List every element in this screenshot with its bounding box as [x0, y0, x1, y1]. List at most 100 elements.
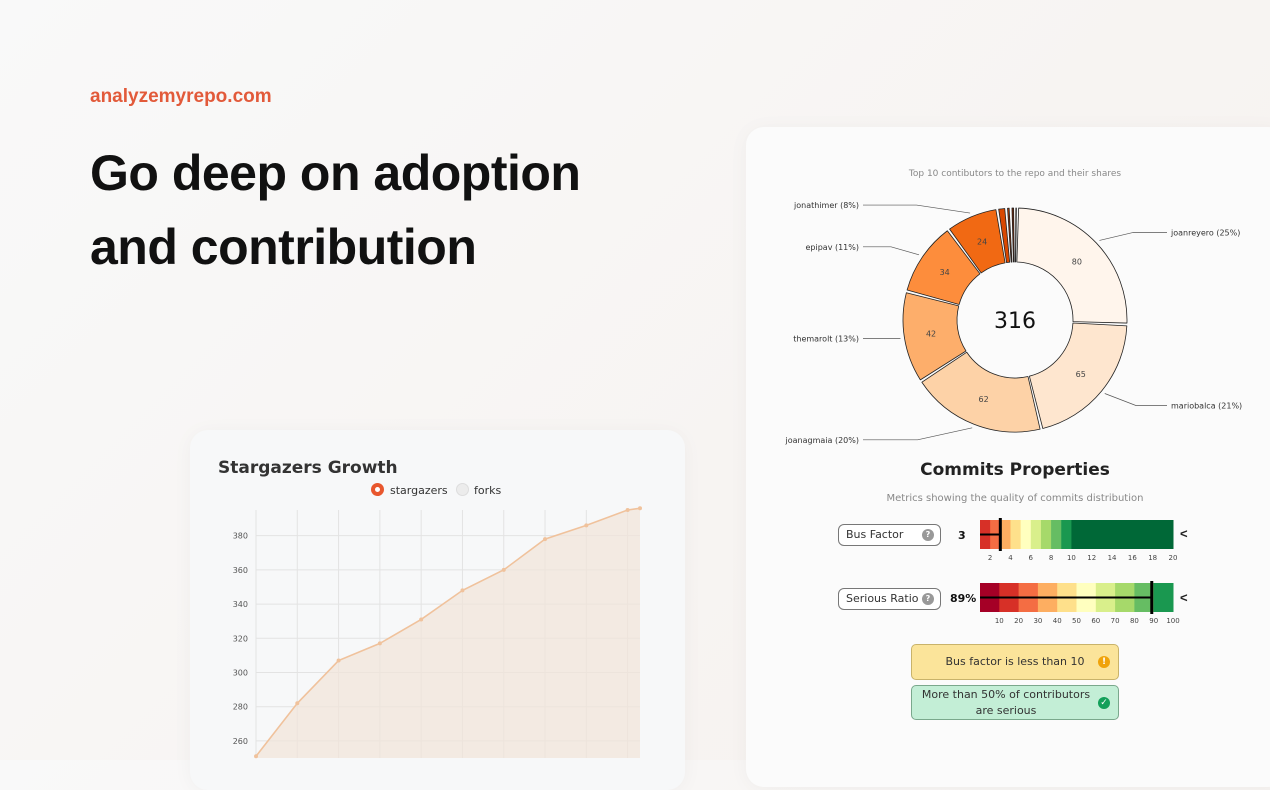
gauge-tick-label: 10: [1067, 554, 1076, 562]
data-point[interactable]: [638, 506, 642, 511]
headline-line-1: Go deep on adoption: [90, 145, 581, 201]
donut-slice[interactable]: [1015, 207, 1017, 263]
y-tick-label: 320: [233, 634, 248, 643]
y-tick-label: 280: [233, 703, 248, 712]
donut-total: 316: [994, 309, 1036, 334]
commits-properties-title: Commits Properties: [920, 460, 1110, 480]
y-tick-label: 300: [233, 668, 248, 677]
slice-name-label: themarolt (13%): [793, 334, 859, 343]
donut-slice[interactable]: [949, 209, 1006, 274]
gauge-band: [1061, 520, 1072, 549]
contributors-card: Top 10 contibutors to the repo and their…: [746, 127, 1270, 787]
donut-slice[interactable]: [1007, 207, 1013, 263]
data-point[interactable]: [501, 567, 506, 572]
gauge-tick-label: 2: [988, 554, 992, 562]
legend-stargazers-label[interactable]: stargazers: [390, 484, 448, 497]
gauge-tick-label: 100: [1166, 617, 1179, 625]
gauge-tick-label: 50: [1072, 617, 1081, 625]
stargazers-title: Stargazers Growth: [218, 458, 398, 478]
data-point[interactable]: [377, 641, 382, 646]
gauge-tick-label: 18: [1148, 554, 1157, 562]
check-icon: ✓: [1098, 696, 1110, 709]
donut-slice[interactable]: [998, 208, 1011, 264]
slice-value-label: 65: [1076, 370, 1086, 379]
share-icon[interactable]: <: [1180, 526, 1188, 541]
donut-caption: Top 10 contibutors to the repo and their…: [908, 169, 1122, 179]
legend-forks-radio[interactable]: [456, 483, 469, 496]
donut-slice[interactable]: [902, 292, 967, 381]
share-icon[interactable]: <: [1180, 590, 1188, 605]
gauge-band: [1020, 520, 1032, 549]
gauge-tick-label: 4: [1008, 554, 1013, 562]
serious-ratio-label: Serious Ratio: [846, 592, 919, 605]
bus-factor-value: 3: [958, 529, 966, 542]
slice-value-label: 24: [977, 238, 987, 247]
gauge-tick-label: 80: [1130, 617, 1139, 625]
help-icon[interactable]: ?: [922, 529, 934, 541]
gauge-band: [1030, 520, 1042, 549]
gauge-tick-label: 40: [1053, 617, 1062, 625]
slice-value-label: 62: [979, 395, 989, 404]
y-tick-label: 260: [233, 737, 248, 746]
warning-alert-text: Bus factor is less than 10: [945, 655, 1085, 668]
data-point[interactable]: [254, 754, 258, 759]
slice-value-label: 80: [1072, 258, 1082, 267]
slice-value-label: 34: [940, 268, 950, 277]
slice-name-label: mariobalca (21%): [1171, 401, 1242, 410]
gauge-tick-label: 20: [1014, 617, 1023, 625]
gauge-tick-label: 14: [1108, 554, 1117, 562]
gauge-band: [1051, 520, 1062, 549]
stargazers-card: Stargazers Growth stargazers forks 260 28…: [190, 430, 685, 790]
slice-leader-line: [863, 204, 971, 214]
bus-factor-label: Bus Factor: [846, 528, 904, 541]
gauge-band: [1040, 520, 1052, 549]
help-icon[interactable]: ?: [922, 593, 934, 605]
donut-slice[interactable]: [1029, 322, 1128, 429]
gauge-band: [1000, 520, 1011, 549]
brand-label: analyzemyrepo.com: [90, 86, 272, 107]
gauge-tick-label: 12: [1087, 554, 1096, 562]
slice-leader-line: [1104, 393, 1167, 406]
data-point[interactable]: [295, 701, 300, 706]
y-tick-label: 380: [233, 532, 248, 541]
legend-stargazers-radio[interactable]: [371, 483, 384, 496]
contributors-donut-chart: 80 joanreyero (25%) 65 mariobalca (21%) 62 jo…: [785, 201, 1243, 445]
serious-ratio-gauge: 10 20 30 40 50 60 70 80 90 100: [980, 581, 1180, 625]
serious-ratio-value: 89%: [950, 592, 977, 605]
gauge-tick-label: 60: [1091, 617, 1100, 625]
data-point[interactable]: [543, 537, 548, 542]
slice-value-label: 42: [926, 329, 936, 338]
data-point[interactable]: [584, 523, 589, 528]
warning-alert: Bus factor is less than 10 !: [911, 644, 1119, 680]
data-point[interactable]: [460, 588, 465, 593]
data-point[interactable]: [336, 658, 341, 663]
bus-factor-pill[interactable]: Bus Factor ?: [838, 524, 941, 546]
y-tick-label: 340: [233, 600, 248, 609]
y-tick-label: 360: [233, 566, 248, 575]
gauge-tick-label: 8: [1049, 554, 1053, 562]
slice-name-label: joanagmaia (20%): [785, 436, 859, 445]
donut-slice[interactable]: [906, 230, 981, 305]
slice-name-label: epipav (11%): [805, 243, 859, 252]
donut-slice[interactable]: [1016, 207, 1128, 324]
area-fill: [256, 508, 640, 758]
data-point[interactable]: [419, 617, 424, 622]
headline-line-2: and contribution: [90, 219, 477, 275]
serious-ratio-pill[interactable]: Serious Ratio ?: [838, 588, 941, 610]
headline: Go deep on adoption and contribution: [90, 136, 650, 284]
donut-slice[interactable]: [921, 351, 1041, 433]
gauge-tick-label: 70: [1111, 617, 1120, 625]
gauge-band: [1010, 520, 1022, 549]
slice-leader-line: [863, 427, 973, 441]
data-point[interactable]: [625, 508, 630, 512]
slice-name-label: joanreyero (25%): [1170, 228, 1240, 237]
donut-slice[interactable]: [1011, 207, 1015, 263]
gauge-band: [1071, 520, 1174, 549]
gauge-tick-label: 6: [1029, 554, 1034, 562]
gauge-tick-label: 30: [1033, 617, 1042, 625]
gauge-tick-label: 16: [1128, 554, 1137, 562]
gauge-tick-label: 20: [1169, 554, 1178, 562]
legend-forks-label[interactable]: forks: [474, 484, 502, 497]
success-alert-text: More than 50% of contributors are seriou…: [921, 688, 1091, 717]
slice-leader-line: [1099, 232, 1167, 241]
